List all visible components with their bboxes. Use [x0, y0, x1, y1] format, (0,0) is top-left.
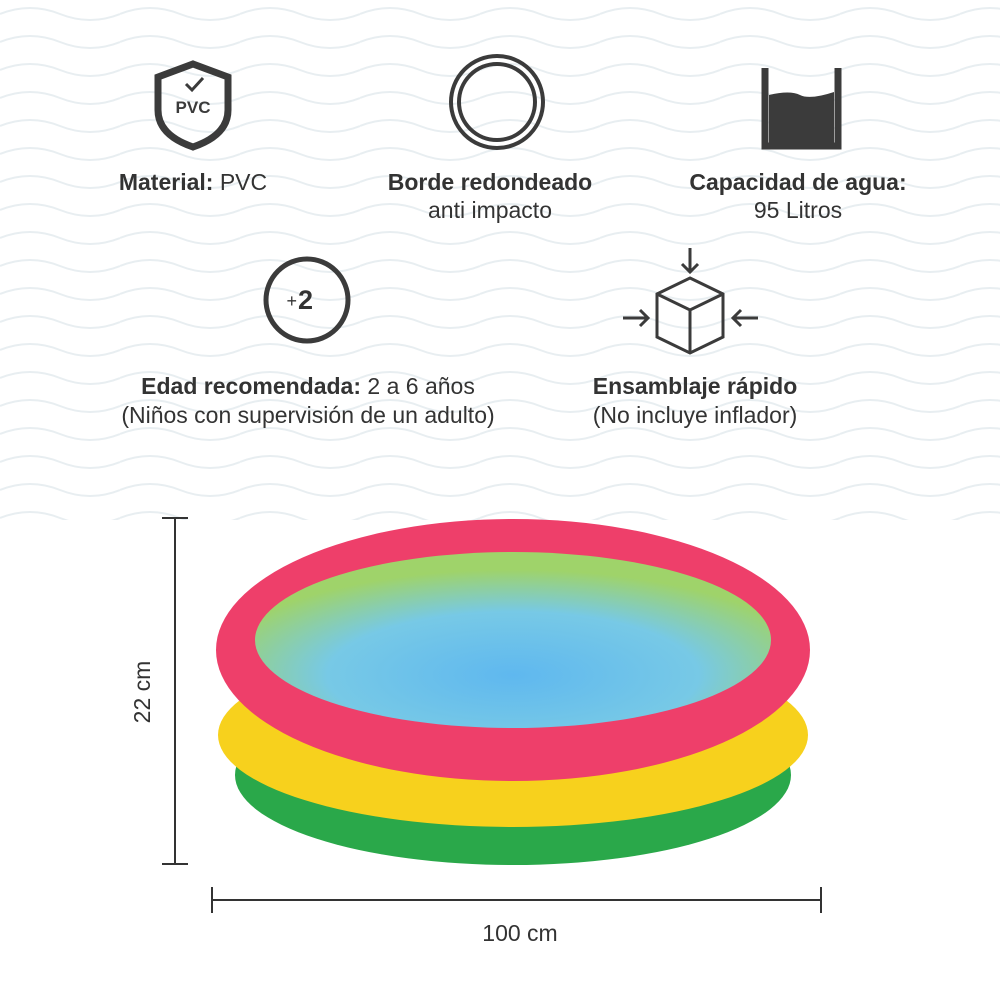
feature-note: (No incluye inflador) [593, 402, 798, 428]
feature-value: PVC [220, 169, 267, 195]
feature-label: Borde redondeado [388, 169, 592, 195]
feature-label: Material: [119, 169, 214, 195]
feature: Edad recomendada: 2 a 6 años [141, 373, 475, 399]
height-label: 22 cm [129, 661, 155, 724]
pool-image [216, 519, 810, 865]
age-icon: + 2 [263, 256, 351, 344]
assembly-icon [623, 248, 758, 355]
feature-label: Ensamblaje rápido [593, 373, 798, 399]
wave-background [0, 0, 1000, 520]
dimension-lines [162, 517, 822, 913]
icon-text: + [286, 291, 297, 311]
feature-value: 95 Litros [754, 197, 842, 223]
icon-text: 2 [298, 285, 313, 315]
feature-value: 2 a 6 años [367, 373, 474, 399]
feature: Material: PVC [119, 169, 267, 195]
feature-note: (Niños con supervisión de un adulto) [121, 402, 494, 428]
container-icon [761, 68, 842, 150]
feature-label: Capacidad de agua: [689, 169, 906, 195]
pvc-icon: PVC [154, 60, 232, 151]
feature-label: Edad recomendada: [141, 373, 361, 399]
feature-value: anti impacto [428, 197, 552, 223]
ring-icon [449, 54, 545, 150]
icon-text: PVC [176, 98, 211, 117]
width-label: 100 cm [482, 920, 557, 946]
